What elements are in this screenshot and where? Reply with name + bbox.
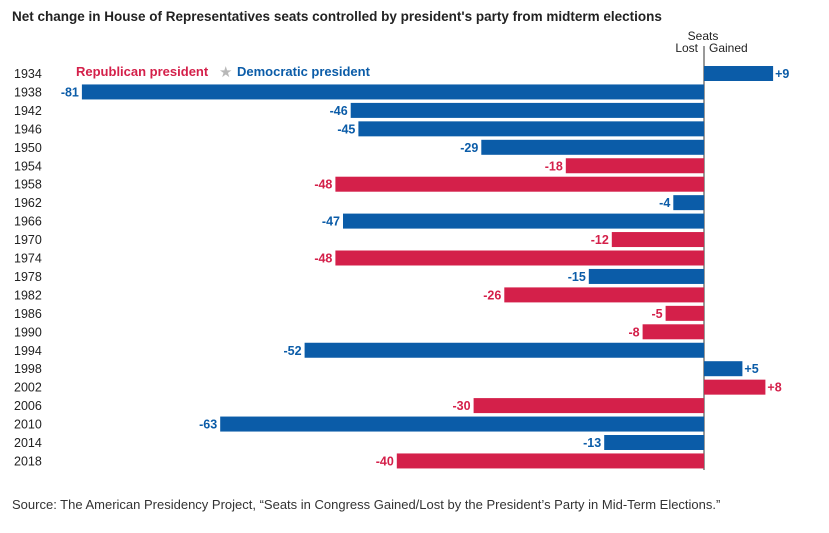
year-label: 1986 — [14, 307, 42, 321]
value-label: -26 — [483, 288, 501, 302]
year-label: 1950 — [14, 141, 42, 155]
bar — [704, 66, 774, 81]
bar — [642, 324, 704, 340]
year-label: 1946 — [14, 122, 42, 136]
value-label: -46 — [330, 104, 348, 118]
value-label: -48 — [314, 252, 332, 266]
bar — [343, 213, 704, 229]
bar — [396, 453, 704, 469]
bar-rows: 1934 +9 1938 -81 1942 -46 1946 -45 1950 -29 1954 -1… — [14, 66, 789, 469]
source-note: Source: The American Presidency Project,… — [12, 497, 721, 512]
year-label: 1994 — [14, 344, 42, 358]
year-label: 2018 — [14, 454, 42, 468]
value-label: -48 — [314, 178, 332, 192]
bar — [673, 195, 704, 211]
year-label: 2002 — [14, 381, 42, 395]
bar — [335, 250, 704, 266]
bar — [504, 287, 704, 303]
year-label: 1954 — [14, 159, 42, 173]
value-label: -52 — [284, 344, 302, 358]
year-label: 2006 — [14, 399, 42, 413]
value-label: -18 — [545, 159, 563, 173]
value-label: -5 — [651, 307, 662, 321]
value-label: -8 — [628, 325, 639, 339]
star-icon: ★ — [219, 64, 232, 81]
bar — [604, 435, 704, 450]
legend-democratic: Democratic president — [237, 64, 371, 79]
value-label: -4 — [659, 196, 670, 210]
bar — [473, 398, 704, 414]
value-label: -15 — [568, 270, 586, 284]
axis-header-gained: Gained — [709, 41, 748, 55]
bar — [335, 176, 704, 192]
value-label: -40 — [376, 454, 394, 468]
legend-republican: Republican president — [76, 64, 209, 79]
value-label: -63 — [199, 418, 217, 432]
year-label: 2014 — [14, 436, 42, 450]
year-label: 1938 — [14, 85, 42, 99]
chart-title: Net change in House of Representatives s… — [12, 9, 662, 24]
value-label: -30 — [453, 399, 471, 413]
bar — [611, 232, 704, 248]
year-label: 1990 — [14, 325, 42, 339]
year-label: 2010 — [14, 418, 42, 432]
year-label: 1942 — [14, 104, 42, 118]
year-label: 1998 — [14, 362, 42, 376]
bar — [358, 121, 704, 137]
value-label: +5 — [744, 362, 758, 376]
bar — [350, 102, 704, 118]
bar — [565, 158, 704, 174]
value-label: -81 — [61, 85, 79, 99]
bar — [588, 268, 704, 284]
bar — [704, 379, 766, 395]
bar — [665, 305, 704, 321]
value-label: +8 — [767, 381, 781, 395]
bar — [304, 342, 704, 358]
year-label: 1962 — [14, 196, 42, 210]
year-label: 1982 — [14, 288, 42, 302]
bar — [220, 416, 704, 432]
value-label: -12 — [591, 233, 609, 247]
axis-header-seats: Seats — [688, 29, 719, 43]
year-label: 1974 — [14, 252, 42, 266]
axis-header-lost: Lost — [675, 41, 698, 55]
year-label: 1978 — [14, 270, 42, 284]
year-label: 1966 — [14, 215, 42, 229]
year-label: 1958 — [14, 178, 42, 192]
bar — [704, 361, 743, 377]
value-label: -29 — [460, 141, 478, 155]
year-label: 1970 — [14, 233, 42, 247]
value-label: -45 — [337, 122, 355, 136]
value-label: -47 — [322, 215, 340, 229]
bar — [481, 139, 704, 155]
year-label: 1934 — [14, 67, 42, 81]
bar — [81, 84, 704, 100]
value-label: +9 — [775, 67, 789, 81]
value-label: -13 — [583, 436, 601, 450]
